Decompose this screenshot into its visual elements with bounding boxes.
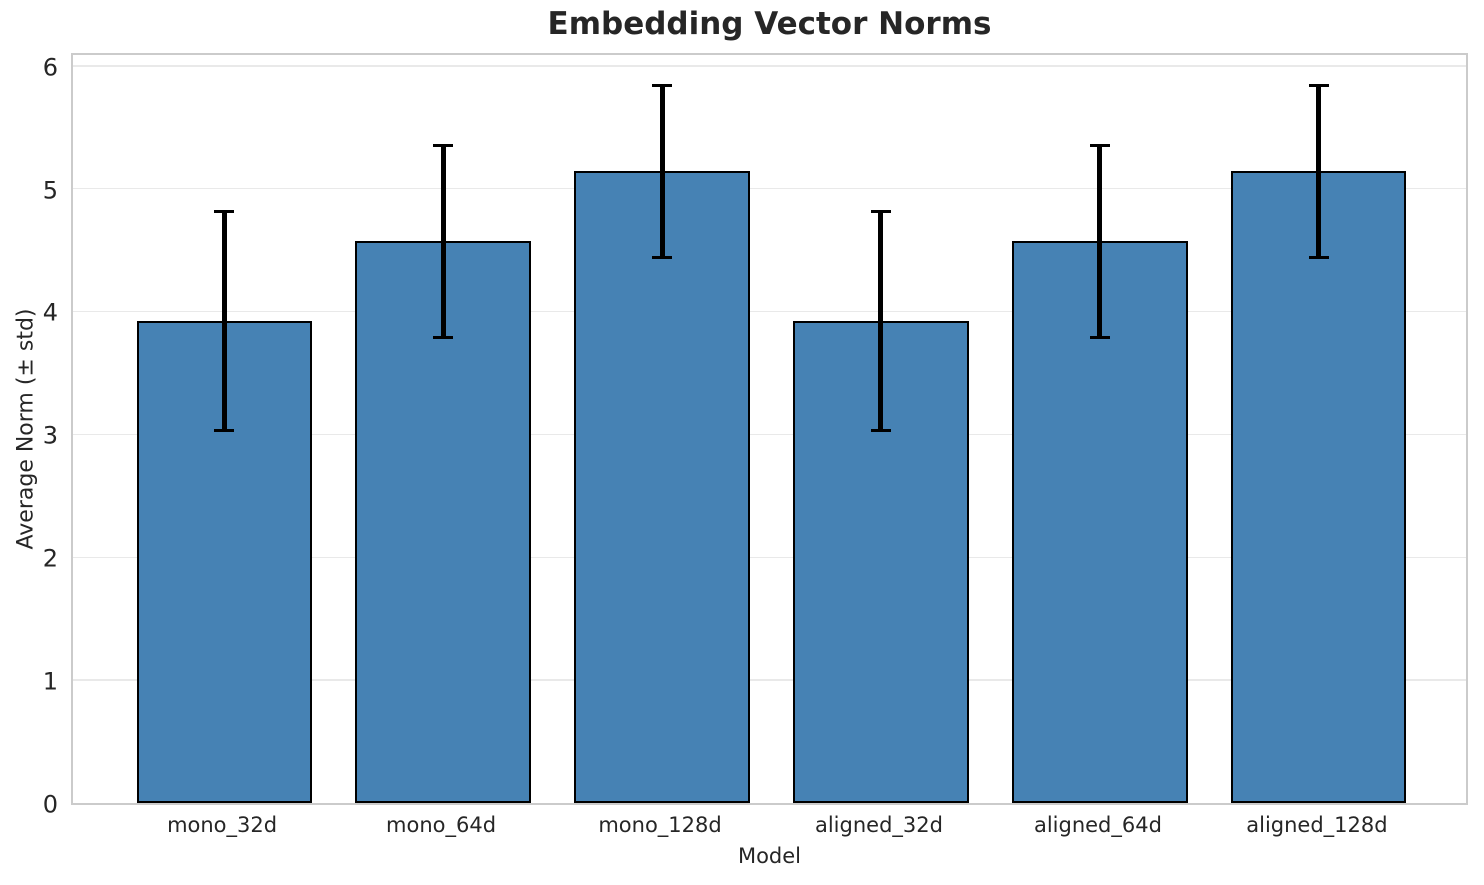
- x-axis-label: Model: [737, 844, 802, 868]
- bars-layer: [73, 55, 1466, 803]
- error-bar-line: [1097, 145, 1103, 338]
- error-bar-line: [440, 145, 446, 338]
- gridlines-layer: [73, 55, 1466, 803]
- error-bar-line: [659, 85, 665, 258]
- y-tick-label: 5: [42, 176, 58, 205]
- error-bar-cap: [1308, 83, 1329, 87]
- bar-mono_64d: [355, 241, 531, 803]
- error-bar-line: [1316, 85, 1322, 258]
- error-bar-cap: [870, 210, 891, 214]
- chart-title: Embedding Vector Norms: [547, 6, 992, 42]
- y-tick-label: 4: [42, 298, 58, 327]
- y-tick-label: 1: [42, 667, 58, 696]
- error-bar-line: [878, 211, 884, 431]
- error-bar-cap: [1089, 144, 1110, 148]
- gridline: [73, 187, 1466, 190]
- x-tick-label: aligned_32d: [814, 813, 943, 837]
- bar-aligned_128d: [1231, 171, 1407, 803]
- y-tick-label: 0: [42, 790, 58, 819]
- y-tick-label: 2: [42, 544, 58, 573]
- x-tick-label: mono_32d: [167, 813, 278, 837]
- error-bar-cap: [214, 429, 235, 433]
- error-bar-cap: [214, 210, 235, 214]
- gridline: [73, 65, 1466, 67]
- y-tick-label: 6: [42, 53, 58, 82]
- x-tick-label: mono_128d: [598, 813, 722, 837]
- error-bar-cap: [870, 429, 891, 433]
- bar-mono_128d: [574, 171, 750, 803]
- error-bar-cap: [433, 335, 454, 339]
- error-bar-cap: [652, 255, 673, 259]
- error-bar-cap: [1089, 335, 1110, 339]
- gridline: [73, 679, 1466, 681]
- error-bar-cap: [652, 83, 673, 87]
- error-bar-cap: [1308, 255, 1329, 259]
- y-tick-label: 3: [42, 421, 58, 450]
- gridline: [73, 310, 1466, 313]
- gridline: [73, 556, 1466, 558]
- plot-area: [71, 53, 1468, 805]
- gridline: [73, 433, 1466, 436]
- x-tick-label: mono_64d: [386, 813, 497, 837]
- error-bar-cap: [433, 144, 454, 148]
- error-bar-line: [221, 211, 227, 431]
- x-tick-label: aligned_128d: [1246, 813, 1388, 837]
- x-tick-label: aligned_64d: [1033, 813, 1162, 837]
